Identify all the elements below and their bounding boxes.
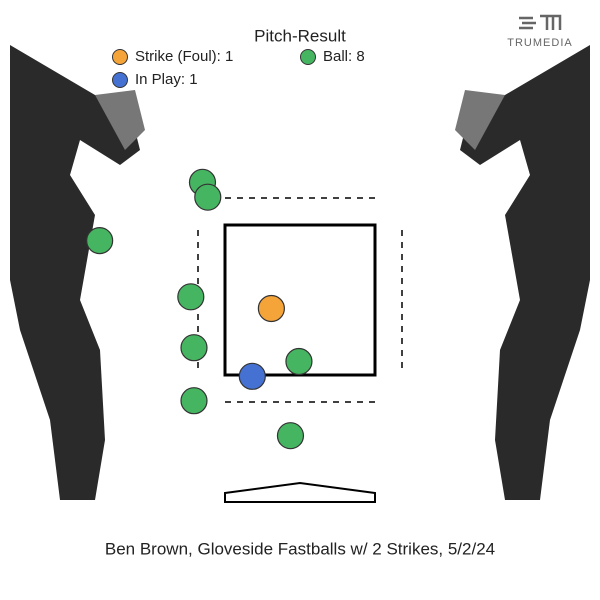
- pitch: [276, 422, 305, 450]
- pitch: [86, 227, 114, 255]
- logo-text: TRUMEDIA: [507, 37, 572, 49]
- shadow-zone: [197, 197, 403, 403]
- legend-label: Strike (Foul): 1: [135, 48, 233, 65]
- pitch: [180, 334, 208, 362]
- pitch: [285, 347, 313, 376]
- pitch: [257, 294, 285, 323]
- logo: TRUMEDIA: [507, 14, 572, 49]
- pitch: [194, 183, 222, 211]
- legend-marker: [112, 72, 128, 88]
- pitch: [180, 387, 208, 415]
- home-plate: [224, 481, 376, 503]
- legend-label: In Play: 1: [135, 71, 198, 88]
- batter-right: [455, 45, 590, 500]
- caption: Ben Brown, Gloveside Fastballs w/ 2 Stri…: [105, 539, 495, 558]
- batter-left: [10, 45, 145, 500]
- legend-label: Ball: 8: [323, 48, 365, 65]
- legend-marker: [112, 49, 128, 65]
- pitch: [177, 283, 205, 311]
- legend-title: Pitch-Result: [254, 26, 346, 45]
- legend-marker: [300, 49, 316, 65]
- pitch: [238, 362, 266, 390]
